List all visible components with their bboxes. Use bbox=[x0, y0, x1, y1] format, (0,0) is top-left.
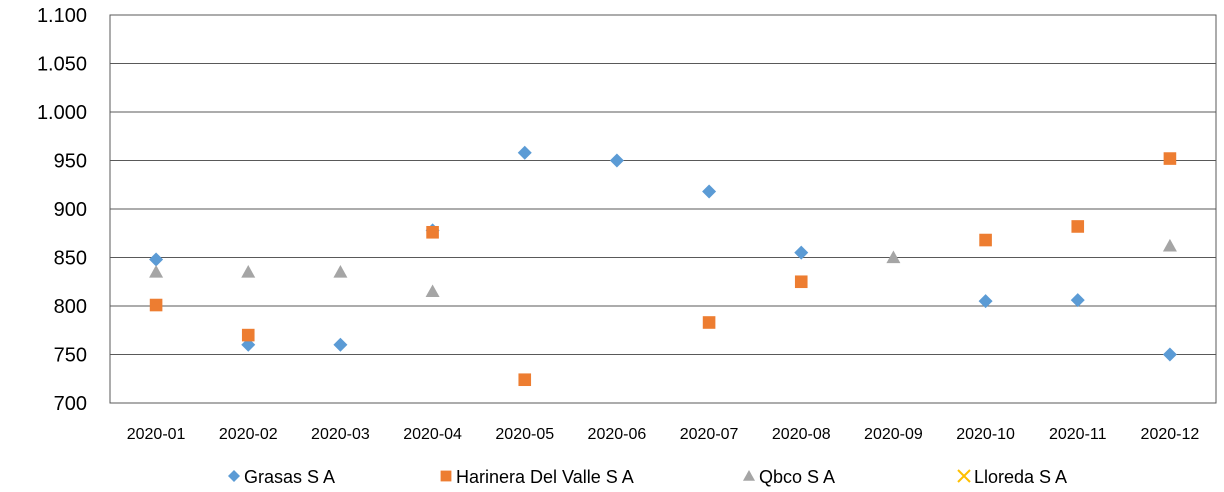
plot-area bbox=[109, 14, 1217, 404]
x-axis-ticks: 2020-01 2020-02 2020-03 2020-04 2020-05 2020-… bbox=[127, 426, 1200, 443]
x-tick-label: 2020-10 bbox=[956, 426, 1015, 443]
data-point bbox=[1162, 347, 1177, 362]
x-tick-label: 2020-01 bbox=[127, 426, 186, 443]
series-markers bbox=[149, 238, 1177, 298]
y-tick-label: 1.050 bbox=[37, 54, 87, 76]
legend-marker bbox=[957, 469, 971, 483]
legend-marker bbox=[743, 470, 755, 481]
legend-label: Grasas S A bbox=[244, 467, 335, 487]
data-point bbox=[518, 373, 532, 387]
data-point bbox=[1163, 152, 1177, 165]
data-point bbox=[517, 145, 532, 160]
data-point bbox=[333, 337, 348, 352]
y-tick-label: 800 bbox=[54, 296, 87, 318]
data-point bbox=[1070, 293, 1085, 308]
data-point bbox=[886, 250, 901, 264]
gridlines bbox=[110, 14, 1216, 404]
data-point bbox=[333, 265, 348, 278]
y-tick-label: 1.100 bbox=[37, 5, 87, 27]
data-point bbox=[702, 316, 716, 329]
data-point bbox=[1162, 238, 1177, 252]
data-point bbox=[241, 328, 255, 342]
y-tick-label: 750 bbox=[54, 345, 87, 367]
x-tick-label: 2020-09 bbox=[864, 426, 923, 443]
legend-marker bbox=[440, 470, 452, 482]
x-tick-label: 2020-06 bbox=[588, 426, 647, 443]
data-point bbox=[149, 265, 164, 278]
y-axis-ticks: 700 750 800 850 900 950 1.000 1.050 1.100 bbox=[37, 5, 87, 415]
y-tick-label: 900 bbox=[54, 199, 87, 221]
x-tick-label: 2020-12 bbox=[1141, 426, 1200, 443]
x-tick-label: 2020-02 bbox=[219, 426, 278, 443]
series-markers bbox=[149, 145, 1177, 362]
legend-label: Harinera Del Valle S A bbox=[456, 467, 634, 487]
data-point bbox=[794, 275, 808, 289]
legend-label: Qbco S A bbox=[759, 467, 835, 487]
x-tick-label: 2020-07 bbox=[680, 426, 739, 443]
x-tick-label: 2020-05 bbox=[495, 426, 554, 443]
data-point bbox=[609, 153, 624, 168]
data-markers bbox=[149, 145, 1177, 387]
data-point bbox=[978, 294, 993, 309]
data-point bbox=[979, 233, 992, 247]
y-tick-label: 950 bbox=[54, 151, 87, 173]
legend-label: Lloreda S A bbox=[974, 467, 1067, 487]
data-point bbox=[1071, 220, 1085, 233]
data-point bbox=[149, 298, 163, 312]
data-point bbox=[702, 184, 717, 199]
y-tick-label: 700 bbox=[54, 393, 87, 415]
x-tick-label: 2020-03 bbox=[311, 426, 370, 443]
legend: Grasas S A Harinera Del Valle S A Qbco S A… bbox=[228, 467, 1067, 487]
y-tick-label: 1.000 bbox=[37, 102, 87, 124]
data-point bbox=[425, 284, 440, 298]
x-tick-label: 2020-04 bbox=[403, 426, 462, 443]
data-point bbox=[426, 225, 439, 239]
data-point bbox=[241, 265, 256, 278]
x-tick-label: 2020-11 bbox=[1049, 426, 1107, 443]
series-markers bbox=[149, 152, 1177, 387]
legend-marker bbox=[228, 470, 240, 482]
y-tick-label: 850 bbox=[54, 248, 87, 270]
data-point bbox=[794, 245, 809, 260]
x-tick-label: 2020-08 bbox=[772, 426, 831, 443]
data-point bbox=[149, 252, 164, 267]
